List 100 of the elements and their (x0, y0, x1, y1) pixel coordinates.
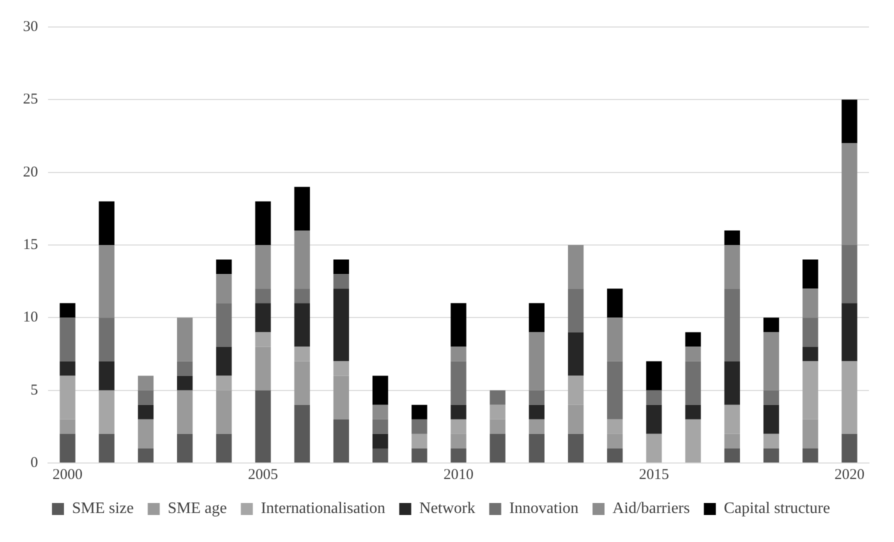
bar (98, 434, 114, 462)
bar (685, 361, 701, 405)
bar (412, 419, 428, 434)
bar (763, 448, 780, 462)
bar (177, 318, 193, 362)
legend-label: Network (419, 500, 476, 518)
bar (763, 404, 780, 434)
bar (802, 346, 818, 362)
bar (294, 230, 310, 289)
bar (294, 186, 310, 230)
x-tick-label: 2015 (638, 466, 669, 483)
bar (60, 434, 76, 462)
bar (490, 390, 506, 405)
bar (255, 390, 271, 462)
bar (138, 376, 154, 390)
bar (842, 245, 858, 304)
legend-label: Aid/barriers (612, 500, 690, 518)
bar (138, 390, 154, 405)
bar (724, 448, 740, 462)
bar (490, 434, 506, 462)
bar (98, 201, 114, 245)
bar (842, 303, 858, 362)
bar (177, 434, 193, 462)
bar (216, 346, 232, 376)
x-tick-label: 2005 (248, 466, 278, 483)
bar (412, 404, 428, 420)
bar (216, 303, 232, 347)
y-tick-label: 15 (23, 236, 38, 253)
bar (412, 448, 428, 462)
bar (333, 274, 350, 289)
bar (333, 419, 350, 462)
bar (412, 434, 428, 448)
bar (450, 346, 466, 362)
bar (763, 390, 780, 405)
legend-label: Capital structure (724, 500, 830, 518)
bar (802, 288, 818, 318)
bar (568, 434, 584, 462)
bar (60, 303, 76, 318)
bar (724, 288, 740, 362)
bar (138, 404, 154, 420)
bar (60, 361, 76, 376)
bar (138, 448, 154, 462)
bar (98, 390, 114, 434)
bar (763, 318, 780, 332)
bar (802, 318, 818, 347)
legend-label: Innovation (509, 500, 579, 518)
bar (842, 143, 858, 245)
bar (216, 274, 232, 304)
bar (294, 404, 310, 462)
y-tick-label: 10 (23, 310, 38, 326)
bar (607, 318, 623, 362)
bar (528, 332, 545, 390)
bar (763, 332, 780, 390)
bar (763, 434, 780, 448)
bar (607, 361, 623, 420)
bar (607, 288, 623, 318)
bar (372, 376, 388, 405)
bar (98, 318, 114, 362)
bar (568, 245, 584, 289)
bar (450, 404, 466, 420)
bar (372, 434, 388, 448)
bar (333, 260, 350, 274)
bar (685, 404, 701, 420)
x-tick-label: 2020 (834, 466, 864, 483)
bar (842, 434, 858, 462)
bar (216, 260, 232, 274)
y-tick-label: 20 (23, 164, 38, 180)
bar (372, 419, 388, 434)
bar (255, 303, 271, 332)
bar (333, 288, 350, 362)
bar (842, 361, 858, 434)
bar (724, 230, 740, 245)
bar (255, 201, 271, 245)
legend-label: SME age (168, 500, 227, 518)
bar (724, 245, 740, 289)
bar (842, 100, 858, 144)
bar (724, 361, 740, 405)
bar (802, 448, 818, 462)
bar (255, 288, 271, 304)
y-tick-label: 0 (30, 454, 38, 471)
bar (450, 361, 466, 405)
bar (372, 448, 388, 462)
bar (568, 288, 584, 332)
bar (646, 361, 662, 390)
bar (216, 434, 232, 462)
bar (528, 390, 545, 405)
y-tick-label: 30 (23, 18, 38, 35)
bar (177, 361, 193, 376)
legend-label: SME size (72, 500, 134, 518)
bar (528, 434, 545, 462)
bar (568, 332, 584, 376)
x-tick-label: 2000 (52, 466, 83, 483)
bar (138, 419, 154, 448)
bar (177, 376, 193, 390)
bar (294, 303, 310, 347)
legend-label: Internationalisation (260, 500, 386, 518)
bar (685, 346, 701, 362)
y-tick-label: 5 (30, 382, 38, 398)
bar (177, 390, 193, 434)
bar (607, 448, 623, 462)
